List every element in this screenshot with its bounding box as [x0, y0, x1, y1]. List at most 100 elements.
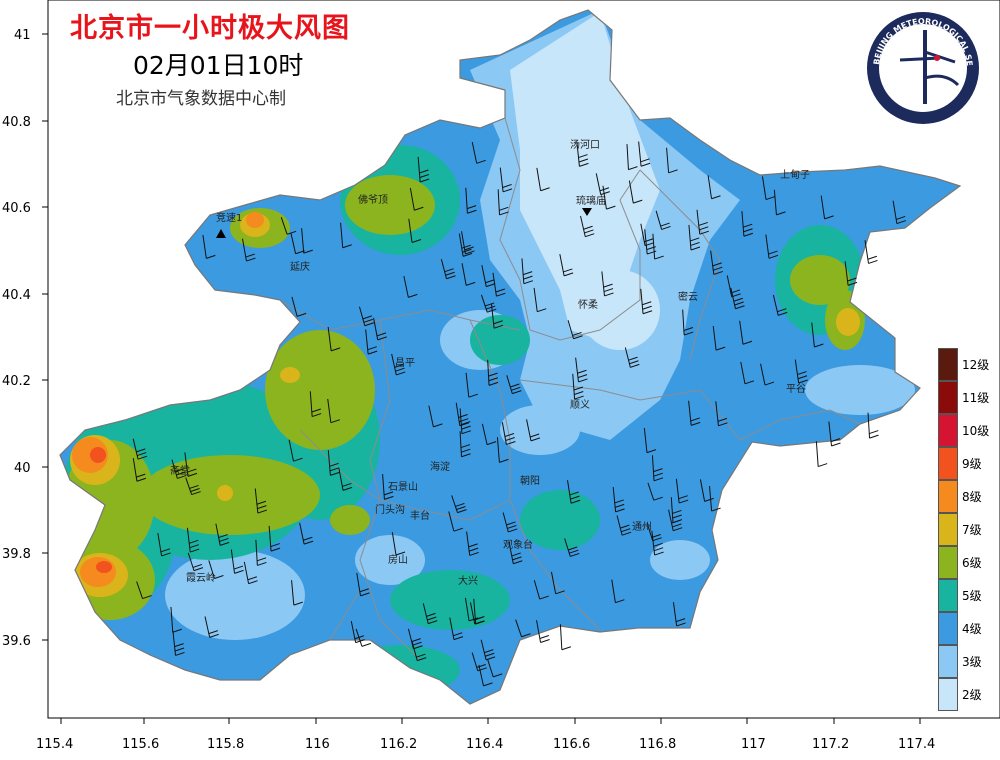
wind-barb-feather [413, 645, 423, 650]
wind-barb [712, 325, 717, 351]
wind-barb-feather [459, 418, 469, 423]
wind-barb-feather [652, 537, 662, 542]
x-tick-label: 115.4 [36, 737, 73, 752]
wind-barb-feather [419, 174, 429, 178]
wind-barb-feather [419, 169, 429, 174]
wind-barb [215, 523, 221, 546]
wind-barb [867, 412, 871, 439]
wind-barb [730, 287, 736, 309]
wind-barb-feather [209, 633, 219, 638]
wind-barb-feather [461, 430, 472, 435]
wind-barb-feather [174, 647, 185, 652]
wind-barb [892, 200, 898, 224]
wind-barb-feather [711, 507, 721, 512]
wind-barb-feather [476, 159, 486, 164]
wind-barb [132, 438, 139, 460]
wind-barb-feather [190, 548, 200, 553]
wind-barb [480, 294, 488, 313]
wind-barb-feather [672, 514, 682, 519]
wind-barb-feather [621, 528, 631, 533]
station-label: 海淀 [430, 460, 450, 473]
wind-barb-feather [504, 433, 515, 437]
wind-barb [559, 254, 565, 276]
wind-barb [760, 363, 766, 386]
legend-item: 4级 [938, 612, 992, 645]
wind-barb [417, 156, 421, 183]
wind-barb [358, 306, 366, 326]
wind-barb-feather [584, 229, 594, 234]
station-label: 观象台 [503, 538, 533, 551]
wind-barb [461, 231, 466, 255]
wind-barb [490, 303, 495, 329]
wind-barb-feather [192, 563, 203, 568]
wind-barb [464, 597, 470, 621]
wind-barb-feather [433, 423, 443, 428]
wind-barb-feather [137, 452, 147, 457]
wind-barb-feather [502, 188, 513, 193]
wind-barb-feather [743, 232, 754, 237]
x-tick-label: 117.2 [812, 737, 849, 752]
wind-barb [409, 187, 415, 211]
wind-barb [242, 238, 247, 262]
wind-barb-feather [603, 288, 614, 293]
wind-barb [291, 296, 298, 317]
legend-item: 10级 [938, 414, 992, 447]
wind-barb-feather [329, 462, 339, 467]
wind-barb-feather [523, 275, 533, 280]
legend-swatch [938, 480, 958, 513]
wind-barb-feather [868, 259, 878, 264]
wind-barb-feather [511, 552, 521, 557]
wind-barb-feather [508, 528, 518, 533]
wind-barb-feather [468, 393, 478, 398]
wind-barb-feather [660, 222, 670, 227]
wind-barb-feather [615, 508, 625, 513]
wind-barb [268, 525, 272, 552]
wind-barb-feather [540, 187, 550, 192]
wind-barb-feather [484, 649, 494, 654]
wind-barb-feather [676, 622, 686, 627]
wind-barb [864, 240, 870, 264]
x-tick-label: 115.8 [207, 737, 244, 752]
wind-barb-feather [522, 271, 533, 276]
wind-barb [670, 497, 674, 523]
wind-barb [469, 602, 476, 625]
wind-barb-feather [653, 542, 663, 547]
wind-barb [688, 400, 692, 426]
legend-swatch [938, 546, 958, 579]
wind-barb-feather [234, 569, 244, 574]
wind-barb-feather [717, 417, 728, 422]
wind-barb-feather [585, 233, 595, 238]
station-label: 佛爷顶 [358, 193, 388, 206]
wind-barb-feather [672, 523, 682, 528]
wind-barb-feather [869, 430, 879, 435]
station-label: 大兴 [458, 574, 478, 587]
wind-barb [492, 272, 497, 297]
legend-swatch [938, 513, 958, 546]
wind-barb-feather [330, 347, 341, 352]
wind-barb-feather [329, 467, 340, 472]
wind-barb-feather [175, 651, 185, 656]
wind-barb-feather [577, 369, 587, 374]
wind-barb-feather [484, 302, 495, 307]
wind-barb-feather [578, 154, 588, 159]
wind-barb-feather [493, 673, 503, 678]
wind-barb [567, 480, 572, 504]
wind-barb-feather [368, 350, 378, 355]
wind-barb-feather [778, 311, 788, 316]
wind-barb-feather [642, 310, 653, 315]
wind-barb [682, 309, 685, 336]
wind-barb [187, 552, 195, 571]
wind-barb-feather [730, 289, 741, 294]
wind-barb [536, 167, 542, 191]
legend-item: 7级 [938, 513, 992, 546]
legend-label: 11级 [962, 391, 990, 405]
wind-barb [651, 455, 655, 481]
wind-barb-feather [428, 620, 438, 625]
wind-barb-feather [818, 463, 828, 468]
wind-barb-feather [469, 551, 479, 556]
wind-barb [624, 347, 631, 368]
wind-barb [699, 479, 706, 502]
wind-barb [773, 189, 777, 215]
legend-label: 2级 [962, 688, 982, 702]
